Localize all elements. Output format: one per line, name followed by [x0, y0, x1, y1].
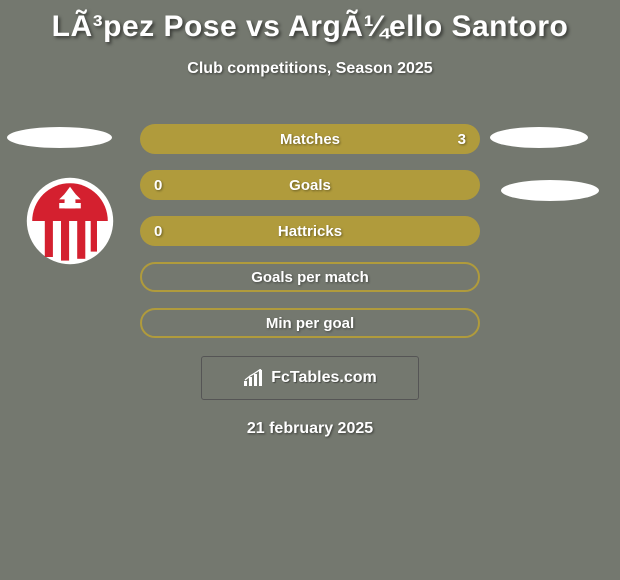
logo-text: FcTables.com	[271, 369, 377, 387]
date-text: 21 february 2025	[140, 420, 480, 438]
stat-right-value: 3	[458, 131, 466, 148]
page-title: LÃ³pez Pose vs ArgÃ¼ello Santoro	[0, 0, 620, 44]
stat-left-value: 0	[154, 223, 162, 240]
stat-bar-hattricks: Hattricks 0	[140, 216, 480, 246]
comparison-infographic: LÃ³pez Pose vs ArgÃ¼ello Santoro Club co…	[0, 0, 620, 580]
page-subtitle: Club competitions, Season 2025	[0, 60, 620, 78]
stat-label: Goals per match	[251, 269, 369, 286]
player-slot-right-1	[490, 127, 588, 148]
logo-row: FcTables.com 21 february 2025	[140, 352, 480, 438]
player-slot-left	[7, 127, 112, 148]
stat-left-value: 0	[154, 177, 162, 194]
stat-label: Hattricks	[278, 223, 342, 240]
stat-bar-goals: Goals 0	[140, 170, 480, 200]
player-slot-right-2	[501, 180, 599, 201]
stat-bar-matches: Matches 3	[140, 124, 480, 154]
stats-column: Matches 3 Goals 0 Hattricks 0 Goals per match M…	[140, 124, 480, 354]
stat-bar-goals-per-match: Goals per match	[140, 262, 480, 292]
stat-label: Matches	[280, 131, 340, 148]
stat-label: Min per goal	[266, 315, 354, 332]
club-crest	[25, 176, 115, 266]
fctables-logo: FcTables.com	[201, 356, 419, 400]
bar-chart-icon	[243, 369, 265, 387]
stat-label: Goals	[289, 177, 331, 194]
stat-bar-min-per-goal: Min per goal	[140, 308, 480, 338]
shield-icon	[25, 176, 115, 266]
